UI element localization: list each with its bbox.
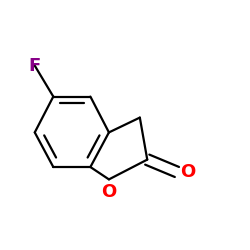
Text: O: O [101,183,116,201]
Text: O: O [180,163,196,181]
Text: F: F [29,57,41,75]
